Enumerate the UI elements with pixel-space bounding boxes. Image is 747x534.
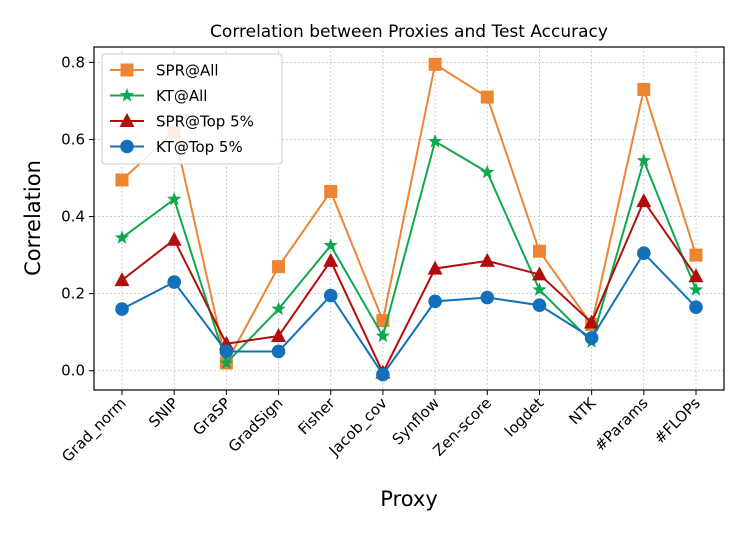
x-tick-label: Grad_norm: [58, 394, 130, 466]
data-point-kt-all: [271, 301, 286, 316]
data-point-kt-all: [219, 355, 234, 370]
data-point-spr-top-5: [271, 328, 287, 343]
data-point-spr-all: [272, 260, 286, 274]
data-point-kt-all: [532, 282, 547, 296]
data-point-kt-all: [480, 164, 495, 179]
data-point-kt-top-5: [219, 344, 234, 359]
legend-label-kt-top-5: KT@Top 5%: [156, 138, 243, 156]
series-line-kt-top-5: [121, 251, 697, 377]
legend-marker-kt-top-5: [120, 139, 134, 154]
data-point-spr-top-5: [323, 252, 339, 267]
legend-marker-kt-all: [119, 88, 135, 102]
x-axis-title: Proxy: [380, 487, 438, 511]
data-point-kt-top-5: [167, 275, 181, 289]
series-line-kt-all: [121, 139, 697, 365]
series-line-spr-top-5: [121, 199, 697, 375]
legend-label-spr-top-5: SPR@Top 5%: [156, 113, 254, 131]
data-point-kt-all: [323, 237, 338, 252]
y-axis-title: Correlation: [21, 160, 45, 276]
x-tick-label: #Params: [591, 394, 652, 455]
data-point-spr-top-5: [636, 193, 652, 208]
data-point-spr-top-5: [114, 272, 130, 287]
legend-label-spr-all: SPR@All: [156, 62, 219, 80]
data-point-spr-top-5: [584, 314, 600, 329]
data-point-kt-all: [114, 230, 130, 244]
data-point-kt-all: [167, 191, 182, 206]
y-tick-label: 0.6: [61, 130, 85, 148]
plot-frame: [93, 46, 725, 391]
x-tick-label: #FLOPs: [650, 394, 703, 447]
x-tick-label: logdet: [501, 394, 547, 440]
y-tick-label: 0.4: [61, 208, 85, 226]
x-tick-label: GradSign: [225, 394, 287, 456]
series-spr-top-5: [114, 193, 704, 379]
data-point-kt-top-5: [637, 246, 651, 260]
data-point-spr-all: [689, 248, 703, 262]
data-point-kt-top-5: [115, 302, 129, 316]
x-tick-label: NTK: [565, 393, 600, 428]
data-point-spr-all: [637, 82, 651, 96]
data-point-kt-top-5: [428, 294, 442, 309]
data-point-spr-top-5: [427, 260, 443, 275]
data-point-kt-all: [688, 282, 704, 296]
data-point-spr-top-5: [531, 266, 547, 281]
data-point-spr-all: [115, 173, 129, 187]
data-point-spr-top-5: [688, 268, 704, 283]
data-point-kt-all: [427, 133, 443, 148]
chart-title: Correlation between Proxies and Test Acc…: [210, 22, 608, 42]
y-tick-label: 0.2: [61, 285, 85, 303]
legend-box: [101, 53, 283, 165]
data-point-kt-top-5: [480, 290, 495, 305]
legend: SPR@All KT@All SPR@Top 5% KT@Top 5%: [101, 53, 283, 165]
legend-marker-spr-top-5: [119, 113, 135, 127]
y-tick-label: 0.8: [61, 53, 85, 71]
data-point-kt-top-5: [689, 300, 703, 314]
data-point-kt-top-5: [532, 298, 547, 313]
series-kt-all: [114, 133, 704, 370]
data-point-kt-top-5: [323, 288, 338, 303]
x-tick-label: SNIP: [145, 394, 182, 431]
data-point-kt-top-5: [376, 367, 390, 382]
legend-marker-spr-all: [120, 63, 134, 77]
data-point-kt-top-5: [271, 344, 286, 359]
data-point-kt-top-5: [584, 331, 599, 345]
data-point-spr-all: [480, 90, 494, 104]
data-point-spr-all: [428, 57, 442, 71]
data-point-spr-all: [532, 244, 546, 258]
data-point-spr-top-5: [166, 231, 182, 246]
x-tick-label: Synflow: [389, 394, 443, 448]
x-tick-label: Fisher: [294, 394, 339, 439]
legend-label-kt-all: KT@All: [156, 87, 207, 105]
data-point-kt-all: [375, 328, 391, 343]
data-point-spr-top-5: [479, 252, 495, 267]
y-tick-label: 0.0: [61, 362, 85, 380]
x-tick-label: GraSP: [189, 394, 234, 439]
data-point-kt-all: [636, 153, 651, 167]
series-kt-top-5: [115, 246, 703, 382]
data-point-spr-all: [324, 185, 338, 199]
